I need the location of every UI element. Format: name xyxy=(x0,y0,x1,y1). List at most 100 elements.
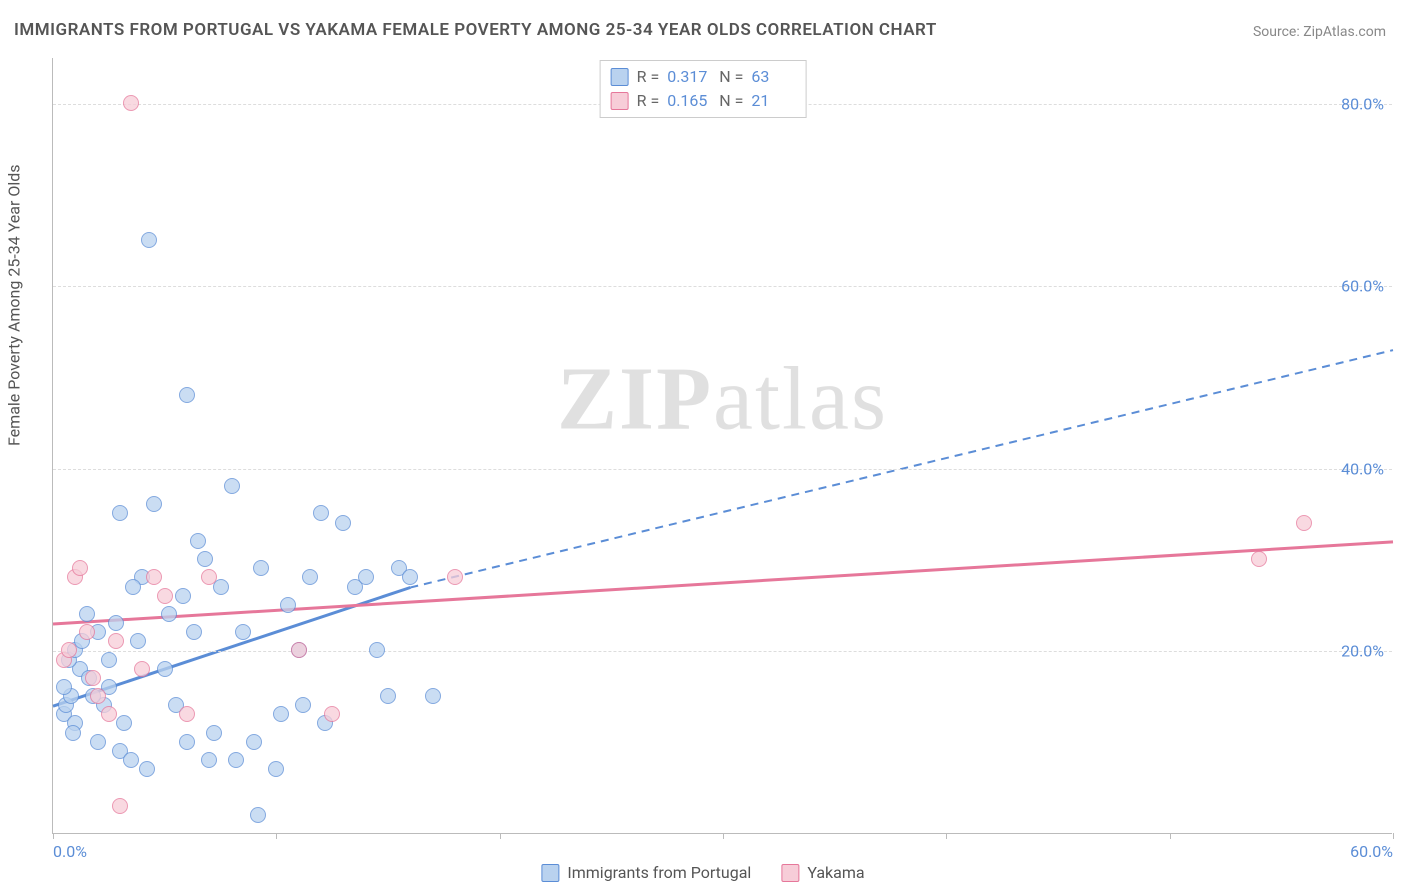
x-tick-mark xyxy=(1170,833,1171,839)
legend-series: Immigrants from Portugal Yakama xyxy=(541,863,864,882)
data-point xyxy=(273,706,289,722)
y-axis-label: Female Poverty Among 25-34 Year Olds xyxy=(5,164,24,446)
gridline xyxy=(53,469,1392,470)
data-point xyxy=(123,752,139,768)
data-point xyxy=(112,798,128,814)
r-value: 0.165 xyxy=(667,89,711,113)
x-tick-mark xyxy=(500,833,501,839)
data-point xyxy=(201,752,217,768)
data-point xyxy=(358,569,374,585)
legend-item: Yakama xyxy=(781,863,864,882)
data-point xyxy=(380,688,396,704)
y-tick-label: 20.0% xyxy=(1341,642,1384,661)
data-point xyxy=(228,752,244,768)
data-point xyxy=(246,734,262,750)
data-point xyxy=(56,679,72,695)
data-point xyxy=(206,725,222,741)
x-tick-mark xyxy=(946,833,947,839)
data-point xyxy=(85,670,101,686)
data-point xyxy=(139,761,155,777)
data-point xyxy=(90,734,106,750)
data-point xyxy=(197,551,213,567)
data-point xyxy=(402,569,418,585)
data-point xyxy=(157,588,173,604)
data-point xyxy=(130,633,146,649)
legend-swatch xyxy=(611,92,629,110)
y-tick-label: 60.0% xyxy=(1341,277,1384,296)
data-point xyxy=(79,624,95,640)
gridline xyxy=(53,651,1392,652)
r-label: R = xyxy=(637,65,660,89)
data-point xyxy=(235,624,251,640)
data-point xyxy=(179,387,195,403)
data-point xyxy=(280,597,296,613)
data-point xyxy=(123,95,139,111)
x-tick-mark xyxy=(53,833,54,839)
legend-swatch xyxy=(611,68,629,86)
data-point xyxy=(302,569,318,585)
data-point xyxy=(190,533,206,549)
data-point xyxy=(101,652,117,668)
source-label: Source: ZipAtlas.com xyxy=(1253,24,1386,40)
n-value: 21 xyxy=(751,89,795,113)
legend-stat-row: R = 0.317 N = 63 xyxy=(611,65,796,89)
data-point xyxy=(447,569,463,585)
data-point xyxy=(175,588,191,604)
data-point xyxy=(1296,515,1312,531)
n-label: N = xyxy=(719,89,743,113)
data-point xyxy=(112,505,128,521)
data-point xyxy=(186,624,202,640)
data-point xyxy=(253,560,269,576)
chart-title: IMMIGRANTS FROM PORTUGAL VS YAKAMA FEMAL… xyxy=(14,20,937,40)
legend-label: Immigrants from Portugal xyxy=(567,863,751,882)
x-tick-label: 0.0% xyxy=(53,842,87,861)
data-point xyxy=(108,633,124,649)
data-point xyxy=(324,706,340,722)
data-point xyxy=(369,642,385,658)
correlation-chart: IMMIGRANTS FROM PORTUGAL VS YAKAMA FEMAL… xyxy=(0,0,1406,892)
legend-swatch xyxy=(541,864,559,882)
watermark: ZIPatlas xyxy=(557,348,888,451)
trend-lines xyxy=(53,58,1392,833)
plot-area: ZIPatlas 20.0%40.0%60.0%80.0%0.0%60.0% xyxy=(52,58,1392,834)
x-tick-label: 60.0% xyxy=(1350,842,1393,861)
y-tick-label: 40.0% xyxy=(1341,459,1384,478)
data-point xyxy=(157,661,173,677)
data-point xyxy=(295,697,311,713)
r-value: 0.317 xyxy=(667,65,711,89)
legend-stats: R = 0.317 N = 63 R = 0.165 N = 21 xyxy=(600,60,807,118)
x-tick-mark xyxy=(723,833,724,839)
data-point xyxy=(179,706,195,722)
gridline xyxy=(53,286,1392,287)
x-tick-mark xyxy=(1393,833,1394,839)
legend-swatch xyxy=(781,864,799,882)
legend-item: Immigrants from Portugal xyxy=(541,863,751,882)
data-point xyxy=(72,560,88,576)
data-point xyxy=(61,642,77,658)
data-point xyxy=(79,606,95,622)
y-tick-label: 80.0% xyxy=(1341,94,1384,113)
data-point xyxy=(313,505,329,521)
data-point xyxy=(1251,551,1267,567)
data-point xyxy=(125,579,141,595)
data-point xyxy=(90,688,106,704)
legend-stat-row: R = 0.165 N = 21 xyxy=(611,89,796,113)
n-label: N = xyxy=(719,65,743,89)
data-point xyxy=(201,569,217,585)
data-point xyxy=(425,688,441,704)
data-point xyxy=(250,807,266,823)
data-point xyxy=(65,725,81,741)
data-point xyxy=(224,478,240,494)
r-label: R = xyxy=(637,89,660,113)
x-tick-mark xyxy=(276,833,277,839)
data-point xyxy=(179,734,195,750)
legend-label: Yakama xyxy=(807,863,864,882)
data-point xyxy=(161,606,177,622)
data-point xyxy=(268,761,284,777)
data-point xyxy=(134,661,150,677)
data-point xyxy=(101,706,117,722)
data-point xyxy=(141,232,157,248)
data-point xyxy=(146,496,162,512)
data-point xyxy=(291,642,307,658)
n-value: 63 xyxy=(751,65,795,89)
